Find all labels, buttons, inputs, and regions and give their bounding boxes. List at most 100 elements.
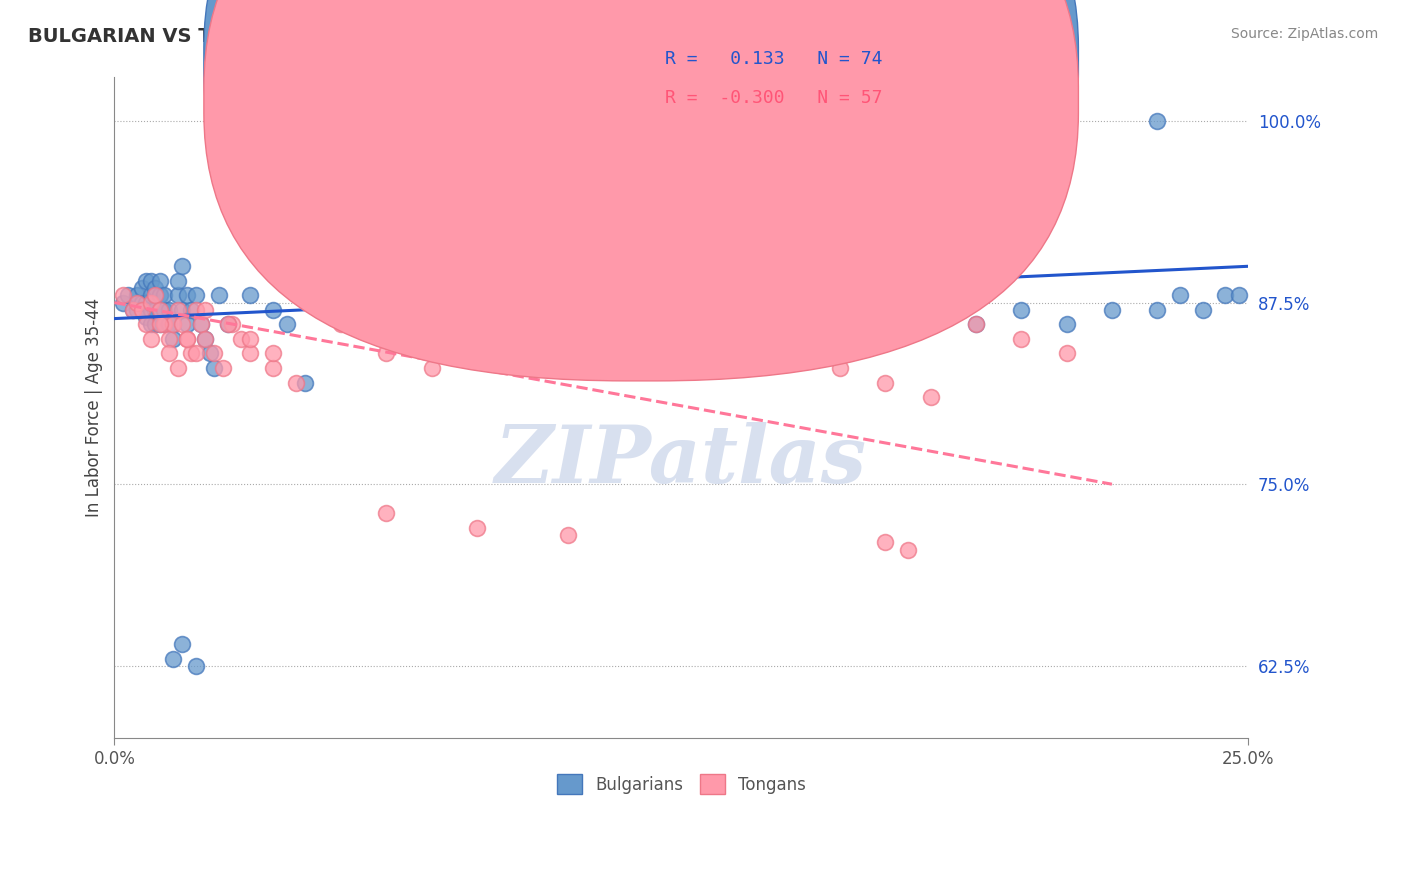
Point <box>294 376 316 390</box>
Point <box>1010 302 1032 317</box>
Point <box>828 361 851 376</box>
Point <box>738 318 761 332</box>
Point <box>135 310 157 325</box>
Point <box>194 332 217 346</box>
Point <box>738 332 761 346</box>
Point <box>184 658 207 673</box>
Point <box>172 302 194 317</box>
Point <box>117 288 139 302</box>
Point <box>153 318 176 332</box>
Point <box>131 295 153 310</box>
Point <box>1227 288 1250 302</box>
Point <box>239 288 262 302</box>
Point <box>557 346 579 360</box>
Point <box>897 542 920 557</box>
Point <box>172 260 194 274</box>
Point <box>420 332 443 346</box>
Point <box>276 318 298 332</box>
Point <box>176 318 198 332</box>
Point <box>184 302 207 317</box>
Point <box>208 288 231 302</box>
Point <box>1010 332 1032 346</box>
Point <box>783 346 806 360</box>
Point <box>602 318 624 332</box>
Point <box>420 361 443 376</box>
Point <box>965 318 987 332</box>
Text: ZIPatlas: ZIPatlas <box>495 422 868 500</box>
Point <box>465 318 488 332</box>
Point <box>693 318 716 332</box>
Point <box>139 288 162 302</box>
Point <box>920 390 942 404</box>
Point <box>239 346 262 360</box>
Point <box>149 302 172 317</box>
Point <box>647 332 669 346</box>
Point <box>162 651 184 665</box>
Point <box>1213 288 1236 302</box>
Point <box>1146 302 1168 317</box>
Text: R =   0.133   N = 74: R = 0.133 N = 74 <box>665 50 883 68</box>
Point <box>139 318 162 332</box>
Point <box>153 288 176 302</box>
Point <box>172 318 194 332</box>
Point <box>153 318 176 332</box>
Point <box>162 332 184 346</box>
Point <box>167 274 190 288</box>
Point <box>194 302 217 317</box>
Point <box>231 332 253 346</box>
Point <box>217 318 239 332</box>
Point <box>239 332 262 346</box>
Point <box>198 346 221 360</box>
Point <box>212 361 235 376</box>
Point <box>149 302 172 317</box>
Point <box>465 521 488 535</box>
Point <box>1101 302 1123 317</box>
Point <box>783 302 806 317</box>
Point <box>190 318 212 332</box>
Point <box>135 274 157 288</box>
Point <box>184 288 207 302</box>
Point <box>153 302 176 317</box>
Point <box>557 332 579 346</box>
Point <box>143 281 166 295</box>
Point <box>190 318 212 332</box>
Point <box>330 318 353 332</box>
Point <box>112 288 135 302</box>
Point <box>162 318 184 332</box>
Point <box>965 318 987 332</box>
Point <box>125 288 148 302</box>
Point <box>176 332 198 346</box>
Point <box>112 295 135 310</box>
Point <box>875 376 897 390</box>
Point <box>465 302 488 317</box>
Point <box>149 274 172 288</box>
Point <box>176 288 198 302</box>
Point <box>135 318 157 332</box>
Text: Source: ZipAtlas.com: Source: ZipAtlas.com <box>1230 27 1378 41</box>
Legend: Bulgarians, Tongans: Bulgarians, Tongans <box>548 766 814 803</box>
Point <box>157 346 180 360</box>
Point <box>125 302 148 317</box>
Point <box>375 346 398 360</box>
Point <box>143 318 166 332</box>
Point <box>180 346 202 360</box>
Point <box>149 318 172 332</box>
Point <box>176 332 198 346</box>
Point <box>167 302 190 317</box>
Point <box>157 332 180 346</box>
Point <box>167 361 190 376</box>
Point <box>162 318 184 332</box>
Point <box>139 274 162 288</box>
Point <box>284 376 307 390</box>
Point <box>180 302 202 317</box>
Point <box>1146 114 1168 128</box>
Point <box>139 332 162 346</box>
Point <box>202 361 225 376</box>
Point <box>1056 318 1078 332</box>
Point <box>375 318 398 332</box>
Point <box>512 332 534 346</box>
Point <box>157 302 180 317</box>
Point <box>149 318 172 332</box>
Point <box>262 361 284 376</box>
Point <box>1168 288 1191 302</box>
